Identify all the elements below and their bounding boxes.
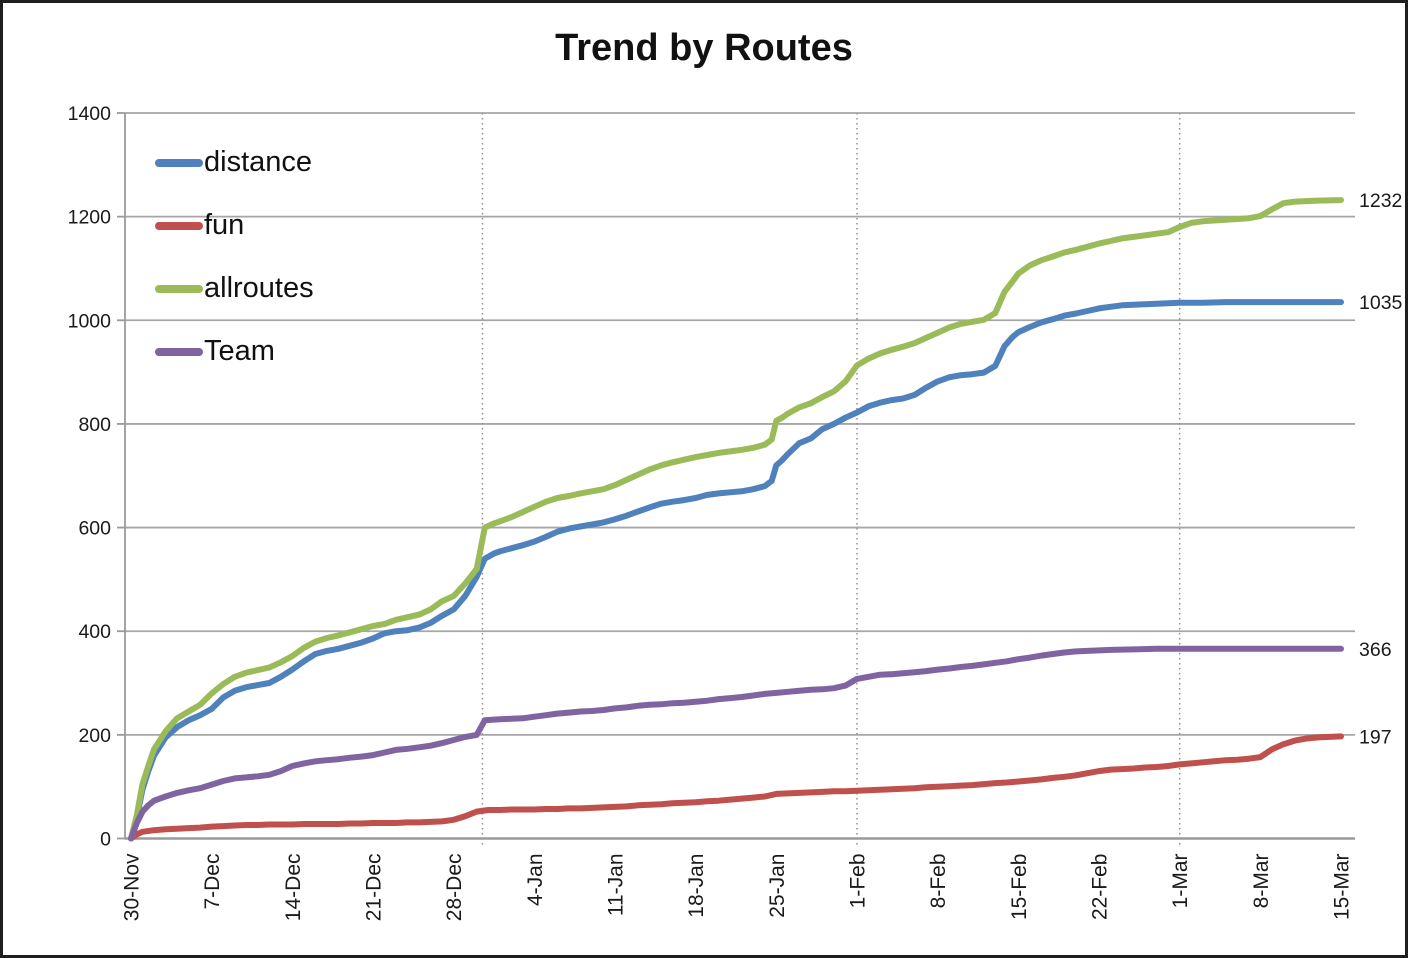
x-tick-label: 21-Dec [363,854,386,922]
y-tick-label: 200 [78,725,111,747]
series-Team [128,645,1344,842]
y-tick-label: 0 [100,829,111,851]
end-label-allroutes: 1232 [1359,190,1402,212]
x-tick-label-group: 1-Mar [1169,853,1192,908]
legend-item-allroutes: allroutes [155,257,314,320]
x-tick-label: 18-Jan [685,854,708,918]
horizontal-gridlines [125,112,1355,736]
legend-item-team: Team [155,320,314,383]
x-tick-label-group: 4-Jan [524,854,547,907]
x-tick-label: 30-Nov [121,853,144,921]
legend-swatch-fun [155,221,203,230]
legend-item-fun: fun [155,194,314,257]
y-tick-label: 400 [78,621,111,643]
legend: distance fun allroutes Team [155,131,314,383]
x-tick-label-group: 28-Dec [443,854,466,922]
series-end-labels: 1035 197 1232 366 [1359,190,1403,748]
axes [117,112,1355,840]
y-tick-label: 600 [78,518,111,540]
x-tick-label: 22-Feb [1089,854,1112,921]
x-tick-label: 15-Feb [1008,854,1031,921]
x-tick-label-group: 30-Nov [121,853,144,921]
x-tick-label: 11-Jan [605,854,628,917]
legend-swatch-distance [155,158,203,167]
legend-label-team: Team [204,335,275,367]
x-tick-label-group: 21-Dec [363,854,386,922]
legend-label-fun: fun [204,209,245,241]
x-tick-label-group: 8-Mar [1250,853,1273,908]
x-tick-label: 25-Jan [766,854,789,918]
end-label-Team: 366 [1359,639,1392,661]
y-tick-label: 800 [78,414,111,436]
y-tick-label: 1200 [68,207,112,229]
x-tick-label-group: 14-Dec [282,854,305,922]
x-tick-label: 28-Dec [443,854,466,922]
x-tick-label-group: 7-Dec [201,854,224,910]
x-tick-label-group: 18-Jan [685,854,708,918]
x-tick-labels: 30-Nov 7-Dec 14-Dec 21-Dec 28-Dec 4-Jan 11-Jan… [121,853,1354,921]
x-tick-label-group: 8-Feb [927,854,950,909]
legend-label-distance: distance [204,146,313,178]
series-allroutes [128,197,1344,842]
x-tick-label: 1-Mar [1169,853,1192,908]
chart-title: Trend by Routes [555,27,853,69]
y-tick-label: 1400 [68,103,112,125]
x-tick-label: 7-Dec [201,854,224,910]
series-fun [128,733,1344,842]
x-tick-label: 1-Feb [847,854,870,909]
x-tick-label-group: 15-Mar [1331,854,1354,921]
x-tick-label-group: 11-Jan [605,854,628,917]
chart-canvas: 1035 197 1232 366 0 200 400 600 800 1000 1200 1400 3… [68,103,1403,921]
legend-swatch-team [155,347,203,356]
x-tick-label: 8-Mar [1250,853,1273,908]
legend-swatch-allroutes [155,284,203,293]
legend-item-distance: distance [155,131,314,194]
legend-label-allroutes: allroutes [204,272,314,304]
x-tick-label: 4-Jan [524,854,547,907]
x-tick-label: 14-Dec [282,854,305,922]
y-tick-labels: 0 200 400 600 800 1000 1200 1400 [68,103,112,851]
end-label-distance: 1035 [1359,292,1403,314]
x-tick-label-group: 22-Feb [1089,854,1112,921]
x-tick-label-group: 25-Jan [766,854,789,918]
x-tick-label: 8-Feb [927,854,950,909]
x-tick-label-group: 15-Feb [1008,854,1031,921]
x-tick-label: 15-Mar [1331,854,1354,921]
end-label-fun: 197 [1359,726,1392,748]
x-tick-label-group: 1-Feb [847,854,870,909]
y-tick-label: 1000 [68,310,112,332]
series-distance [128,299,1344,842]
